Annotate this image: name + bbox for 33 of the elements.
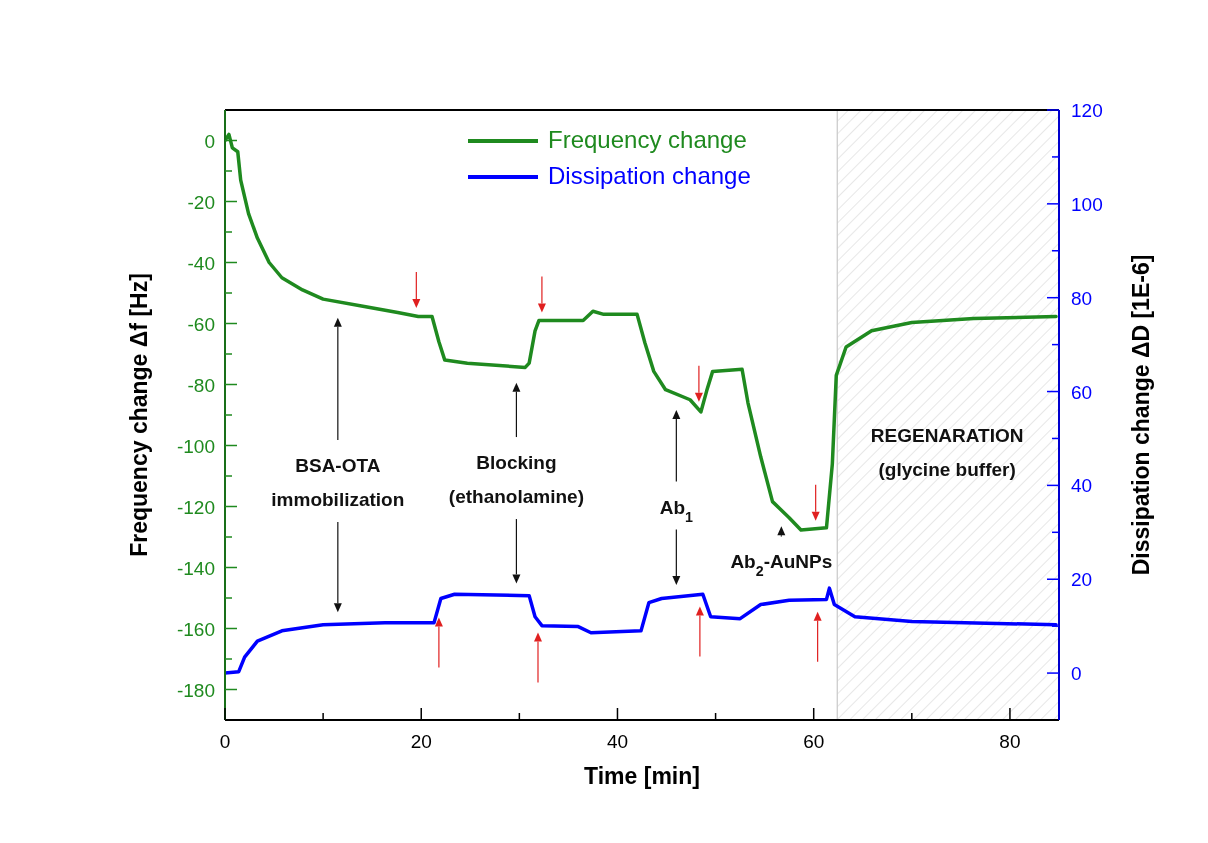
legend-label: Dissipation change [548,162,751,189]
x-tick-label: 0 [219,731,231,752]
y2-tick-label: 100 [1071,193,1103,215]
y-tick-label: -160 [176,618,215,640]
x-tick-label: 20 [410,731,432,752]
annotation: Blocking (ethanolamine) [448,452,584,508]
y2-tick-label: 80 [1071,287,1093,309]
annotation: REGENARATION (glycine buffer) [870,424,1024,480]
legend-label: Frequency change [548,126,747,153]
annotation: BSA-OTA immobilization [271,455,405,511]
y-tick-label: -100 [176,435,215,457]
y-tick-label: 0 [204,130,215,152]
x-tick-label: 60 [803,731,825,752]
y-tick-label: -120 [176,496,215,518]
x-tick-label: 80 [999,731,1021,752]
y2-tick-label: 0 [1071,663,1082,685]
annotation: Ab$_{1}$ [659,496,694,525]
x-axis-title: Time [min] [584,763,700,789]
y-tick-label: -140 [176,557,215,579]
y-axis-title: Frequency change Δf [Hz] [126,273,152,557]
y2-tick-label: 20 [1071,569,1093,591]
y-tick-label: -40 [187,252,215,274]
y2-tick-label: 60 [1071,381,1093,403]
y2-axis-title: Dissipation change ΔD [1E-6] [1128,254,1154,576]
annotation: Ab$_{2}$-AuNPs [730,551,833,580]
y2-tick-label: 40 [1071,475,1093,497]
x-tick-label: 40 [606,731,629,752]
y-tick-label: -80 [187,374,215,396]
y-tick-label: -60 [187,313,215,335]
y-tick-label: -180 [176,679,215,701]
y-tick-label: -20 [187,191,215,213]
y2-tick-label: 120 [1071,100,1103,121]
line-series [225,586,1058,675]
